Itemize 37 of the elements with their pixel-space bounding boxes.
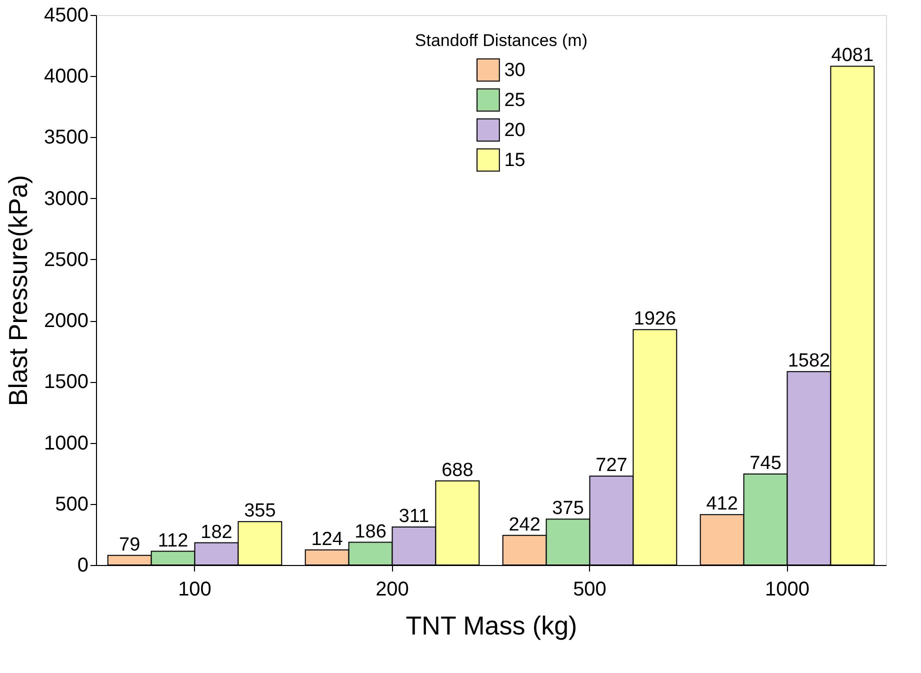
- y-tick-label: 2000: [44, 310, 88, 332]
- data-label: 124: [311, 528, 344, 550]
- data-label: 186: [354, 521, 386, 542]
- y-tick-label: 2500: [44, 248, 88, 271]
- y-tick-label: 1500: [44, 371, 88, 394]
- x-tick-label: 500: [573, 578, 606, 600]
- data-label: 375: [552, 498, 584, 520]
- data-label: 112: [158, 530, 188, 552]
- legend-label: 25: [504, 90, 526, 111]
- y-axis-title: Blast Pressure(kPa): [3, 174, 34, 406]
- x-axis-title: TNT Mass (kg): [406, 610, 578, 640]
- y-tick-label: 500: [55, 493, 88, 516]
- data-label: 745: [750, 452, 782, 474]
- data-label: 727: [596, 455, 628, 476]
- legend-label: 15: [504, 150, 526, 171]
- y-tick-label: 4000: [44, 66, 88, 88]
- x-tick-label: 100: [178, 578, 212, 600]
- data-label: 1582: [788, 350, 830, 372]
- data-label: 242: [508, 514, 540, 536]
- y-tick-label: 3500: [44, 126, 88, 149]
- data-label: 1926: [634, 308, 676, 330]
- data-label: 355: [244, 500, 276, 522]
- legend-label: 20: [504, 120, 526, 141]
- y-tick-label: 4500: [44, 4, 88, 26]
- data-label: 311: [398, 506, 430, 527]
- data-label: 182: [200, 522, 232, 543]
- data-label: 688: [442, 460, 474, 481]
- x-tick-label: 1000: [765, 578, 810, 600]
- x-tick-label: 200: [376, 578, 409, 600]
- y-tick-label: 0: [77, 554, 88, 576]
- data-label: 4081: [831, 45, 874, 66]
- data-label: 79: [119, 534, 140, 556]
- data-label: 412: [706, 494, 738, 515]
- legend-label: 30: [504, 60, 526, 81]
- y-tick-label: 3000: [44, 188, 88, 210]
- legend-title: Standoff Distances (m): [414, 31, 588, 50]
- y-tick-label: 1000: [44, 432, 88, 454]
